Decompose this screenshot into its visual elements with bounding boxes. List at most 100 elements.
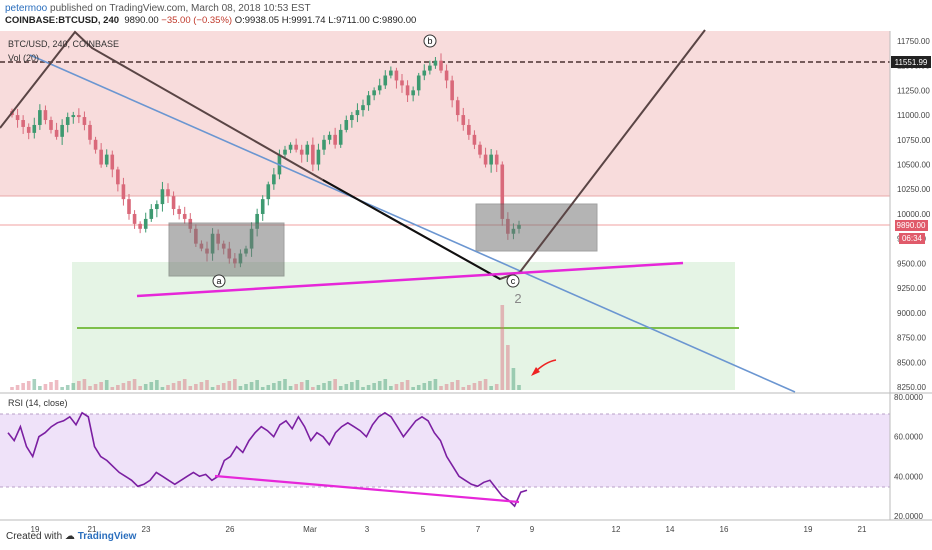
volume-bar — [444, 384, 449, 390]
candle-body — [472, 134, 477, 145]
time-tick-label: 23 — [142, 525, 151, 534]
candle-body — [15, 115, 20, 121]
candle-body — [49, 120, 53, 130]
volume-bar — [372, 383, 376, 390]
time-tick-label: 21 — [858, 525, 867, 534]
volume-bar — [104, 380, 109, 390]
wave-label-2: 2 — [514, 291, 521, 306]
volume-bar — [49, 382, 53, 390]
volume-bar — [99, 382, 103, 390]
volume-bar — [260, 387, 265, 390]
candle-body — [121, 184, 126, 200]
volume-bar — [177, 381, 181, 390]
volume-bar — [361, 387, 365, 390]
candle-body — [500, 164, 505, 219]
legend-main: BTC/USD, 240, COINBASE — [8, 39, 119, 49]
price-tag-last: 9890.00 — [895, 220, 928, 231]
volume-bar — [216, 385, 220, 390]
candle-body — [171, 196, 176, 210]
price-tick-label: 11750.00 — [897, 37, 930, 46]
candle-body — [93, 139, 98, 150]
candle-body — [422, 70, 427, 76]
candle-body — [344, 120, 349, 130]
price-tick-label: 11250.00 — [897, 86, 930, 95]
candle-body — [338, 129, 343, 145]
candle-body — [389, 70, 393, 76]
volume-bar — [338, 386, 343, 390]
price-tick-label: 9250.00 — [897, 284, 926, 293]
volume-bar — [511, 368, 516, 390]
volume-bar — [132, 379, 137, 390]
wave-label-a: a — [212, 274, 226, 288]
candle-body — [355, 110, 360, 116]
time-tick-label: 21 — [88, 525, 97, 534]
candle-body — [461, 115, 466, 125]
candle-body — [110, 154, 115, 170]
wave-label-c: c — [506, 274, 520, 288]
candle-body — [400, 80, 404, 86]
candle-body — [32, 124, 37, 133]
blue-trendline — [29, 54, 796, 393]
volume-bar — [311, 387, 315, 390]
candle-body — [444, 70, 449, 81]
candle-body — [160, 189, 165, 205]
wave-black-segment — [322, 179, 501, 280]
volume-bar — [327, 381, 332, 390]
volume-bar — [316, 385, 321, 390]
price-tick-label: 9500.00 — [897, 259, 926, 268]
volume-bar — [43, 384, 48, 390]
consolidation-box-c — [475, 203, 598, 252]
price-tick-label: 8250.00 — [897, 383, 926, 392]
tradingview-brand-link[interactable]: TradingView — [77, 531, 137, 542]
candle-body — [489, 154, 493, 165]
volume-bar — [205, 380, 209, 390]
volume-bar — [305, 380, 310, 390]
candle-body — [316, 149, 321, 165]
volume-bar — [227, 381, 232, 390]
candle-body — [71, 115, 76, 118]
volume-bar — [21, 383, 25, 390]
author-link[interactable]: petermoo — [5, 3, 48, 14]
candle-body — [127, 199, 131, 214]
time-axis: 19 21 23 26 Mar 3 5 7 9 12 14 16 19 21 — [31, 525, 867, 534]
volume-bar — [383, 379, 388, 390]
magenta-support-trendline — [136, 261, 684, 298]
candle-body — [322, 139, 326, 150]
volume-bar — [272, 383, 276, 390]
price-tick-label: 8500.00 — [897, 358, 926, 367]
candle-body — [65, 117, 70, 125]
price-tick-label: 11000.00 — [897, 111, 930, 120]
price-tick-label: 10250.00 — [897, 185, 931, 194]
volume-bar — [255, 380, 259, 390]
rsi-divergence-line — [214, 474, 520, 504]
volume-bar — [344, 384, 349, 390]
candle-body — [405, 85, 410, 96]
candle-body — [149, 209, 154, 219]
price-tick-label: 10500.00 — [897, 161, 931, 170]
volume-bar — [194, 384, 198, 390]
candle-body — [43, 110, 48, 121]
candle-body — [450, 80, 454, 101]
time-tick-label: Mar — [303, 525, 317, 534]
candle-body — [394, 70, 399, 81]
candle-body — [439, 60, 443, 71]
volume-bar — [500, 305, 505, 390]
time-tick-label: 14 — [666, 525, 675, 534]
candle-body — [455, 100, 460, 116]
rsi-axis: 80.0000 60.0000 40.0000 20.0000 — [894, 393, 923, 521]
volume-bar — [483, 379, 488, 390]
candle-body — [288, 144, 293, 150]
high-value: H:9991.74 — [281, 15, 326, 26]
volume-bar — [249, 382, 254, 390]
rsi-tick-label: 20.0000 — [894, 512, 923, 521]
volume-bar — [155, 380, 159, 390]
time-tick-label: 19 — [31, 525, 40, 534]
volume-bar — [333, 379, 337, 390]
volume-bar — [32, 379, 37, 390]
time-tick-label: 16 — [720, 525, 729, 534]
volume-bar — [389, 386, 393, 390]
volume-bar — [166, 385, 170, 390]
volume-bar — [428, 381, 432, 390]
candle-body — [478, 144, 482, 155]
